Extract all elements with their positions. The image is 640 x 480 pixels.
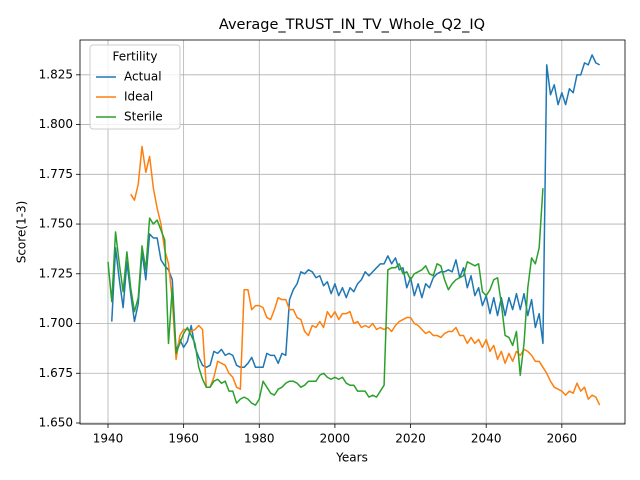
plot-frame <box>79 39 626 425</box>
x-tick-label: 1980 <box>244 432 275 446</box>
x-tick-label: 2060 <box>547 432 578 446</box>
y-tick-label: 1.750 <box>39 217 73 231</box>
x-tick-label: 2040 <box>471 432 502 446</box>
x-tick-label: 1940 <box>93 432 124 446</box>
y-axis-label: Score(1-3) <box>15 201 29 264</box>
y-tick-label: 1.675 <box>39 366 73 380</box>
legend-title: Fertility <box>112 50 157 64</box>
y-tick-label: 1.700 <box>39 316 73 330</box>
x-axis-label: Years <box>335 451 368 465</box>
x-tick-label: 2000 <box>320 432 351 446</box>
y-tick-label: 1.825 <box>39 67 73 81</box>
legend-label: Ideal <box>124 90 153 104</box>
series-line <box>107 188 544 406</box>
legend-label: Sterile <box>124 110 163 124</box>
legend-label: Actual <box>124 70 162 84</box>
chart-title: Average_TRUST_IN_TV_Whole_Q2_IQ <box>219 17 485 33</box>
y-tick-label: 1.775 <box>39 167 73 181</box>
series-line <box>111 54 601 369</box>
y-tick-label: 1.800 <box>39 117 73 131</box>
y-tick-label: 1.650 <box>39 416 73 430</box>
x-tick-label: 2020 <box>395 432 426 446</box>
legend-box <box>89 44 181 130</box>
y-tick-label: 1.725 <box>39 266 73 280</box>
x-tick-label: 1960 <box>168 432 199 446</box>
legend: Fertility Actual Ideal Sterile <box>89 44 181 130</box>
